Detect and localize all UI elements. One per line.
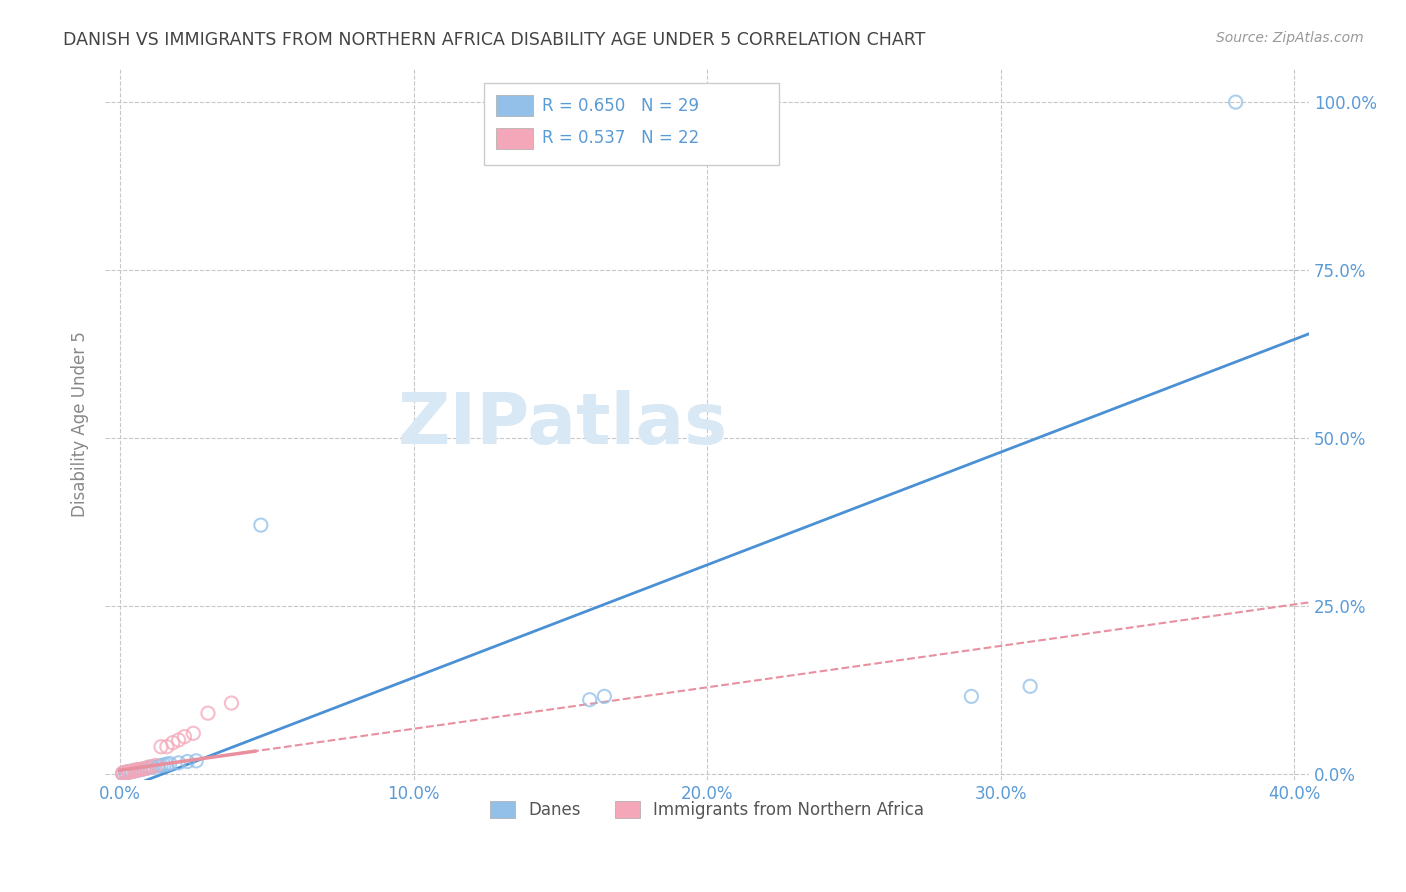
Point <box>124 763 146 777</box>
Point <box>111 766 134 780</box>
Point <box>132 762 155 776</box>
Point <box>221 696 243 710</box>
Point <box>153 757 176 772</box>
Point <box>186 754 208 768</box>
Point <box>121 764 143 779</box>
Point <box>960 690 983 704</box>
FancyBboxPatch shape <box>485 83 779 165</box>
Text: R = 0.537   N = 22: R = 0.537 N = 22 <box>543 129 699 147</box>
Point <box>132 762 155 776</box>
Point <box>114 765 136 780</box>
Point <box>593 690 616 704</box>
Point <box>1225 95 1247 109</box>
Point <box>150 758 173 772</box>
Point <box>1019 679 1042 693</box>
Point <box>173 730 195 744</box>
Point <box>111 766 134 780</box>
Point <box>114 765 136 780</box>
Point <box>121 764 143 779</box>
Point <box>118 765 141 780</box>
Point <box>146 759 169 773</box>
FancyBboxPatch shape <box>496 128 533 149</box>
Point <box>111 765 134 780</box>
Point <box>181 726 204 740</box>
Point <box>135 761 157 775</box>
Point <box>156 739 179 754</box>
Point <box>138 760 160 774</box>
Point <box>121 764 143 778</box>
Point <box>250 518 273 533</box>
Text: ZIPatlas: ZIPatlas <box>398 390 728 458</box>
Point <box>135 761 157 775</box>
Point <box>176 755 198 769</box>
Point <box>118 764 141 779</box>
Point <box>124 764 146 778</box>
Point <box>162 736 184 750</box>
Point <box>118 764 141 779</box>
Point <box>138 760 160 774</box>
Point <box>124 764 146 778</box>
Point <box>143 758 166 772</box>
Text: Source: ZipAtlas.com: Source: ZipAtlas.com <box>1216 31 1364 45</box>
Point <box>578 692 600 706</box>
Point <box>197 706 219 720</box>
Point <box>127 763 149 777</box>
Point <box>167 756 190 770</box>
Point <box>118 765 141 780</box>
Text: DANISH VS IMMIGRANTS FROM NORTHERN AFRICA DISABILITY AGE UNDER 5 CORRELATION CHA: DANISH VS IMMIGRANTS FROM NORTHERN AFRIC… <box>63 31 925 49</box>
Y-axis label: Disability Age Under 5: Disability Age Under 5 <box>72 332 89 517</box>
Point <box>156 757 179 772</box>
Legend: Danes, Immigrants from Northern Africa: Danes, Immigrants from Northern Africa <box>484 794 931 825</box>
Point <box>129 763 152 777</box>
Point <box>127 763 149 777</box>
FancyBboxPatch shape <box>496 95 533 116</box>
Point <box>150 739 173 754</box>
Point <box>167 733 190 747</box>
Text: R = 0.650   N = 29: R = 0.650 N = 29 <box>543 96 699 114</box>
Point <box>114 765 136 780</box>
Point <box>129 763 152 777</box>
Point <box>141 760 163 774</box>
Point <box>159 756 181 771</box>
Point <box>127 763 149 777</box>
